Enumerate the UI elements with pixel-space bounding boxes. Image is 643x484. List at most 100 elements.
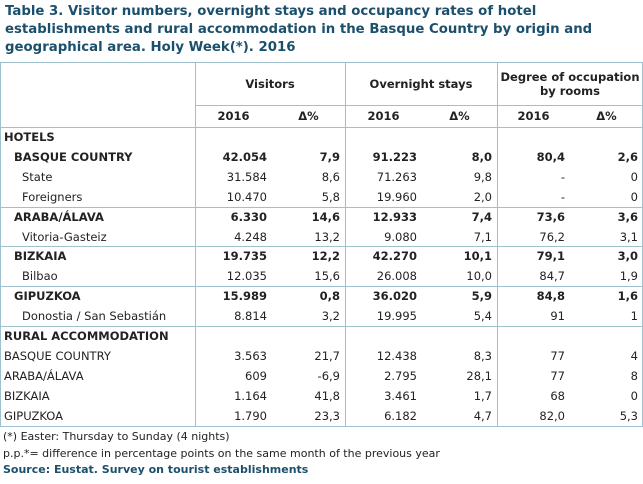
cell-value: 80,4 xyxy=(536,149,565,164)
cell-value: 26.008 xyxy=(376,269,417,284)
cell-value: 2,0 xyxy=(473,189,492,204)
column-header: 2016 xyxy=(367,109,400,123)
cell-value: 3.563 xyxy=(234,348,267,363)
cell-value: 2,6 xyxy=(617,149,638,164)
row-label: BASQUE COUNTRY xyxy=(14,149,133,164)
cell-value: 19.960 xyxy=(376,189,417,204)
cell-value: 4.248 xyxy=(234,229,267,244)
cell-value: 5,8 xyxy=(321,189,340,204)
row-separator xyxy=(0,286,643,288)
cell-value: 8 xyxy=(630,368,638,383)
cell-value: 0 xyxy=(630,388,638,403)
row-label: ARABA/ÁLAVA xyxy=(14,209,104,224)
row-label: Vitoria-Gasteiz xyxy=(22,229,107,244)
cell-value: 31.584 xyxy=(226,169,267,184)
cell-value: 82,0 xyxy=(539,408,565,423)
cell-value: 5,3 xyxy=(619,408,638,423)
row-label: GIPUZKOA xyxy=(4,408,63,423)
cell-value: 0 xyxy=(630,189,638,204)
cell-value: 12.933 xyxy=(372,209,417,224)
cell-value: 1,7 xyxy=(473,388,492,403)
cell-value: 3,2 xyxy=(321,309,340,324)
cell-value: 41,8 xyxy=(314,388,340,403)
border xyxy=(195,105,643,106)
note: p.p.*= difference in percentage points o… xyxy=(3,446,440,460)
cell-value: 4,7 xyxy=(473,408,492,423)
column-group-header: Overnight stays xyxy=(369,76,473,91)
cell-value: 84,7 xyxy=(539,269,565,284)
column-group-header: Visitors xyxy=(245,76,295,91)
border xyxy=(0,62,643,63)
border xyxy=(0,326,643,327)
cell-value: 1,9 xyxy=(619,269,638,284)
row-label: State xyxy=(22,169,53,184)
cell-value: 2.795 xyxy=(384,368,417,383)
row-label: GIPUZKOA xyxy=(14,289,81,304)
border xyxy=(0,62,1,426)
column-group-header: Degree of occupation by rooms xyxy=(500,69,640,98)
column-separator xyxy=(195,62,196,426)
column-header: Δ% xyxy=(449,109,470,123)
cell-value: 12.438 xyxy=(376,348,417,363)
cell-value: 12,2 xyxy=(311,249,340,264)
cell-value: 3,0 xyxy=(617,249,638,264)
cell-value: - xyxy=(560,169,565,184)
cell-value: 3,1 xyxy=(619,229,638,244)
cell-value: 73,6 xyxy=(536,209,565,224)
border xyxy=(0,127,643,128)
row-label: Bilbao xyxy=(22,269,58,284)
cell-value: 68 xyxy=(550,388,565,403)
cell-value: 0 xyxy=(630,169,638,184)
cell-value: 91.223 xyxy=(372,149,417,164)
cell-value: 14,6 xyxy=(311,209,340,224)
cell-value: 8,3 xyxy=(473,348,492,363)
cell-value: 7,1 xyxy=(473,229,492,244)
cell-value: 10.470 xyxy=(226,189,267,204)
cell-value: - xyxy=(560,189,565,204)
cell-value: -6,9 xyxy=(317,368,340,383)
cell-value: 36.020 xyxy=(372,289,417,304)
cell-value: 7,9 xyxy=(319,149,340,164)
cell-value: 1.790 xyxy=(234,408,267,423)
cell-value: 71.263 xyxy=(376,169,417,184)
cell-value: 42.270 xyxy=(372,249,417,264)
cell-value: 10,0 xyxy=(466,269,492,284)
column-header: Δ% xyxy=(596,109,617,123)
cell-value: 1 xyxy=(630,309,638,324)
cell-value: 91 xyxy=(550,309,565,324)
row-label: ARABA/ÁLAVA xyxy=(4,368,84,383)
column-separator xyxy=(497,62,498,426)
cell-value: 28,1 xyxy=(466,368,492,383)
table-title: Table 3. Visitor numbers, overnight stay… xyxy=(5,4,593,55)
cell-value: 19.735 xyxy=(222,249,267,264)
cell-value: 15,6 xyxy=(314,269,340,284)
column-header: 2016 xyxy=(217,109,250,123)
row-separator xyxy=(0,246,643,248)
cell-value: 1.164 xyxy=(234,388,267,403)
cell-value: 10,1 xyxy=(463,249,492,264)
cell-value: 3,6 xyxy=(617,209,638,224)
cell-value: 1,6 xyxy=(617,289,638,304)
source: Source: Eustat. Survey on tourist establ… xyxy=(3,462,309,476)
row-label: BIZKAIA xyxy=(14,249,67,264)
cell-value: 42.054 xyxy=(222,149,267,164)
cell-value: 84,8 xyxy=(536,289,565,304)
cell-value: 6.330 xyxy=(230,209,267,224)
cell-value: 4 xyxy=(630,348,638,363)
cell-value: 19.995 xyxy=(376,309,417,324)
row-label: BIZKAIA xyxy=(4,388,50,403)
section-title: HOTELS xyxy=(4,130,55,144)
cell-value: 76,2 xyxy=(539,229,565,244)
cell-value: 77 xyxy=(550,348,565,363)
row-label: BASQUE COUNTRY xyxy=(4,348,111,363)
column-separator xyxy=(345,62,346,426)
cell-value: 5,9 xyxy=(471,289,492,304)
cell-value: 8,0 xyxy=(471,149,492,164)
cell-value: 79,1 xyxy=(536,249,565,264)
cell-value: 609 xyxy=(245,368,267,383)
cell-value: 8.814 xyxy=(234,309,267,324)
cell-value: 9,8 xyxy=(473,169,492,184)
row-separator xyxy=(0,206,643,208)
cell-value: 23,3 xyxy=(314,408,340,423)
cell-value: 5,4 xyxy=(473,309,492,324)
